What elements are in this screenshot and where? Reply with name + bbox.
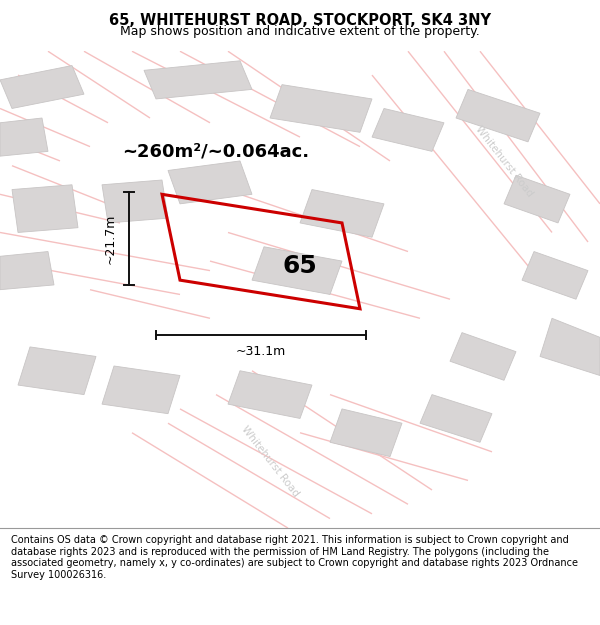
Polygon shape [456,89,540,142]
Polygon shape [0,251,54,290]
Polygon shape [228,371,312,419]
Text: Whitehurst Road: Whitehurst Road [239,424,301,499]
Text: ~260m²/~0.064ac.: ~260m²/~0.064ac. [122,142,310,161]
Polygon shape [270,84,372,132]
Polygon shape [0,66,84,109]
Text: ~31.1m: ~31.1m [236,345,286,358]
Text: Whitehurst Road: Whitehurst Road [473,124,535,198]
Polygon shape [12,185,78,232]
Polygon shape [0,118,48,156]
Polygon shape [102,180,168,223]
Text: Map shows position and indicative extent of the property.: Map shows position and indicative extent… [120,26,480,39]
Polygon shape [144,61,252,99]
Polygon shape [450,332,516,380]
Text: ~21.7m: ~21.7m [103,213,116,264]
Polygon shape [330,409,402,457]
Polygon shape [102,366,180,414]
Polygon shape [18,347,96,394]
Text: 65, WHITEHURST ROAD, STOCKPORT, SK4 3NY: 65, WHITEHURST ROAD, STOCKPORT, SK4 3NY [109,12,491,28]
Polygon shape [504,175,570,223]
Polygon shape [540,318,600,376]
Polygon shape [522,251,588,299]
Polygon shape [252,247,342,294]
Polygon shape [372,109,444,151]
Polygon shape [300,189,384,238]
Text: 65: 65 [283,254,317,278]
Text: Contains OS data © Crown copyright and database right 2021. This information is : Contains OS data © Crown copyright and d… [11,535,578,580]
Polygon shape [420,394,492,442]
Polygon shape [168,161,252,204]
